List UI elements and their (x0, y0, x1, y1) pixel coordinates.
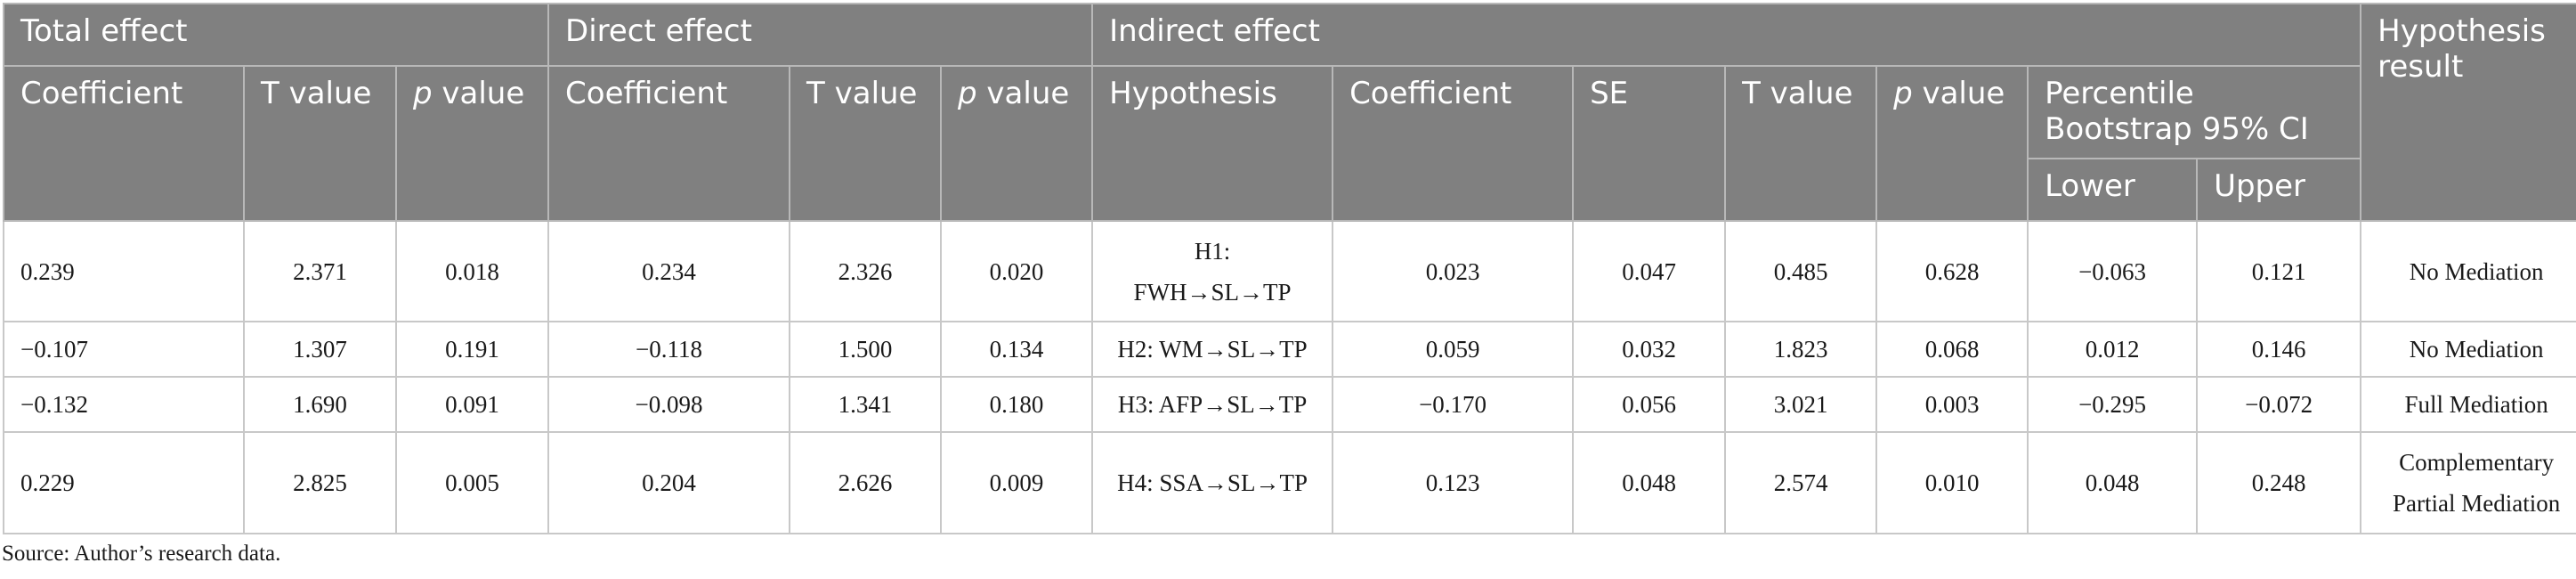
cell-se: 0.047 (1572, 220, 1727, 322)
cell-ci-lower: 0.012 (2027, 321, 2199, 378)
table-row: 0.229 2.825 0.005 0.204 2.626 0.009 H4: … (3, 431, 2576, 534)
header-bootstrap-ci: Percentile Bootstrap 95% CI (2027, 65, 2362, 159)
cell-hypothesis-result: Complementary Partial Mediation (2360, 431, 2576, 534)
cell-direct-coefficient: 0.234 (547, 220, 791, 322)
cell-direct-t-value: 2.326 (789, 220, 943, 322)
cell-direct-t-value: 1.500 (789, 321, 943, 378)
cell-total-p-value: 0.005 (394, 431, 550, 534)
cell-direct-coefficient: 0.204 (547, 431, 791, 534)
cell-total-p-value: 0.018 (394, 220, 550, 322)
header-indirect-t-value: T value (1724, 65, 1878, 222)
header-total-t-value: T value (243, 65, 397, 222)
table-header: Total effect Direct effect Indirect effe… (2, 3, 2576, 222)
cell-ci-upper: 0.146 (2196, 321, 2362, 378)
cell-indirect-p-value: 0.003 (1875, 376, 2029, 433)
cell-indirect-coefficient: −0.170 (1332, 376, 1575, 433)
cell-ci-upper: −0.072 (2196, 376, 2362, 433)
cell-total-t-value: 1.307 (243, 321, 397, 378)
header-total-coefficient: Coefficient (3, 65, 245, 222)
header-direct-t-value: T value (789, 65, 943, 222)
cell-direct-coefficient: −0.118 (547, 321, 791, 378)
header-se: SE (1572, 65, 1727, 222)
header-ci-lower: Lower (2027, 158, 2199, 222)
cell-total-coefficient: 0.239 (3, 220, 245, 322)
cell-ci-lower: 0.048 (2027, 431, 2199, 534)
cell-indirect-coefficient: 0.123 (1332, 431, 1575, 534)
cell-ci-lower: −0.295 (2027, 376, 2199, 433)
header-hypothesis: Hypothesis (1091, 65, 1334, 222)
table-row: −0.132 1.690 0.091 −0.098 1.341 0.180 H3… (3, 376, 2576, 433)
header-total-p-value: p value (394, 65, 550, 222)
table-row: 0.239 2.371 0.018 0.234 2.326 0.020 H1: … (3, 220, 2576, 322)
cell-indirect-coefficient: 0.023 (1332, 220, 1575, 322)
cell-total-p-value: 0.191 (394, 321, 550, 378)
cell-hypothesis-result: No Mediation (2360, 220, 2576, 322)
header-hypothesis-result: Hypothesis result (2360, 3, 2576, 222)
cell-indirect-p-value: 0.010 (1875, 431, 2029, 534)
table-body: 0.239 2.371 0.018 0.234 2.326 0.020 H1: … (3, 220, 2576, 534)
cell-total-coefficient: −0.132 (3, 376, 245, 433)
header-direct-p-value: p value (940, 65, 1094, 222)
cell-total-t-value: 2.825 (243, 431, 397, 534)
header-indirect-coefficient: Coefficient (1332, 65, 1575, 222)
cell-indirect-t-value: 2.574 (1724, 431, 1878, 534)
cell-ci-upper: 0.248 (2196, 431, 2362, 534)
cell-hypothesis: H1: FWH→SL→TP (1091, 220, 1334, 322)
cell-direct-p-value: 0.009 (940, 431, 1094, 534)
cell-indirect-p-value: 0.628 (1875, 220, 2029, 322)
cell-total-p-value: 0.091 (394, 376, 550, 433)
header-total-effect: Total effect (2, 3, 550, 67)
header-direct-effect: Direct effect (547, 3, 1094, 67)
header-direct-coefficient: Coefficient (547, 65, 791, 222)
cell-direct-p-value: 0.134 (940, 321, 1094, 378)
cell-total-coefficient: 0.229 (3, 431, 245, 534)
cell-indirect-coefficient: 0.059 (1332, 321, 1575, 378)
results-table-container: Total effect Direct effect Indirect effe… (2, 3, 2576, 534)
mediation-results-table: Total effect Direct effect Indirect effe… (2, 3, 2576, 534)
cell-hypothesis-result: No Mediation (2360, 321, 2576, 378)
cell-hypothesis: H4: SSA→SL→TP (1091, 431, 1334, 534)
cell-hypothesis: H2: WM→SL→TP (1091, 321, 1334, 378)
cell-hypothesis: H3: AFP→SL→TP (1091, 376, 1334, 433)
header-indirect-effect: Indirect effect (1091, 3, 2362, 67)
cell-direct-coefficient: −0.098 (547, 376, 791, 433)
cell-indirect-t-value: 3.021 (1724, 376, 1878, 433)
table-row: −0.107 1.307 0.191 −0.118 1.500 0.134 H2… (3, 321, 2576, 378)
cell-ci-upper: 0.121 (2196, 220, 2362, 322)
cell-total-coefficient: −0.107 (3, 321, 245, 378)
cell-total-t-value: 2.371 (243, 220, 397, 322)
cell-direct-t-value: 1.341 (789, 376, 943, 433)
cell-hypothesis-result: Full Mediation (2360, 376, 2576, 433)
cell-direct-t-value: 2.626 (789, 431, 943, 534)
cell-se: 0.056 (1572, 376, 1727, 433)
cell-indirect-t-value: 1.823 (1724, 321, 1878, 378)
header-indirect-p-value: p value (1875, 65, 2029, 222)
cell-se: 0.048 (1572, 431, 1727, 534)
cell-total-t-value: 1.690 (243, 376, 397, 433)
cell-ci-lower: −0.063 (2027, 220, 2199, 322)
cell-se: 0.032 (1572, 321, 1727, 378)
header-ci-upper: Upper (2196, 158, 2362, 222)
cell-direct-p-value: 0.180 (940, 376, 1094, 433)
source-note: Source: Author’s research data. (2, 542, 281, 566)
cell-direct-p-value: 0.020 (940, 220, 1094, 322)
cell-indirect-t-value: 0.485 (1724, 220, 1878, 322)
cell-indirect-p-value: 0.068 (1875, 321, 2029, 378)
